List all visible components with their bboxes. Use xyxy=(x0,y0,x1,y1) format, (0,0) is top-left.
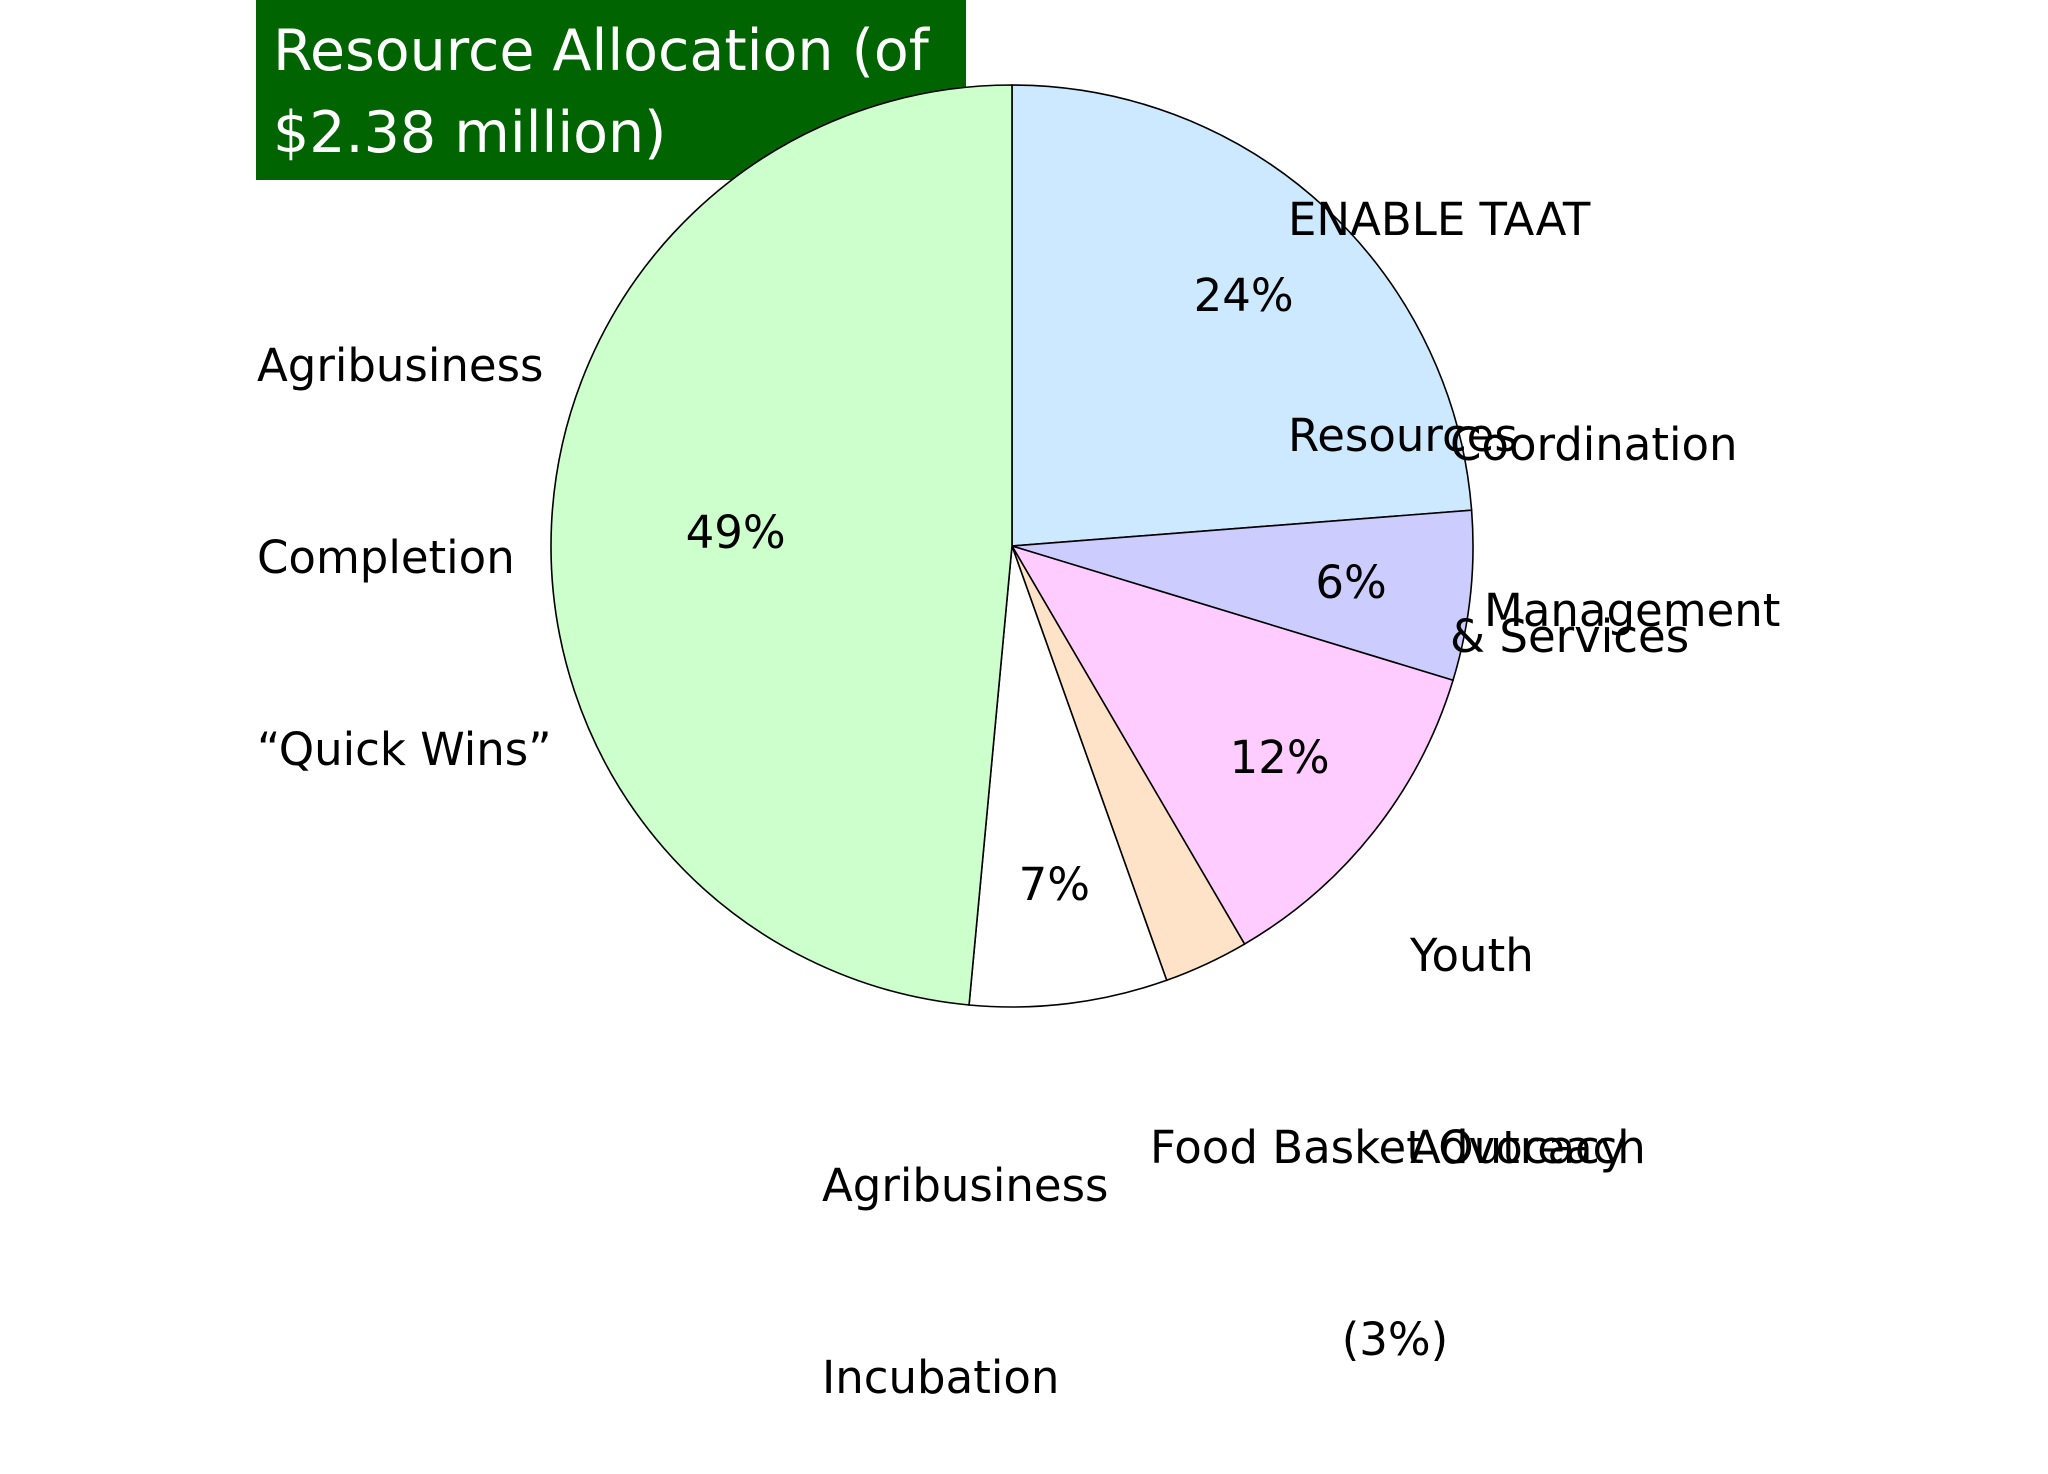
chart-title-line-2: $2.38 million) xyxy=(273,100,667,166)
slice-value-label-coordination: 24% xyxy=(1193,268,1294,322)
incubation-label-line-2: Incubation xyxy=(822,1351,1060,1404)
pie-slice-youth-advocacy xyxy=(1010,544,1455,946)
completion-label-line-3: “Quick Wins” xyxy=(257,723,552,776)
category-label-coordination: Coordination & Services xyxy=(1450,285,1738,733)
food-basket-label-line-2: (3%) xyxy=(1341,1313,1449,1366)
pie-slice-agribusiness-completion xyxy=(550,84,1013,1006)
slice-value-label-management: 6% xyxy=(1315,556,1387,610)
enable-label-line-2: Resources xyxy=(1288,409,1518,462)
pie-chart xyxy=(550,84,1474,1008)
incubation-label-line-1: Agribusiness xyxy=(822,1159,1109,1212)
coordination-label-line-2: & Services xyxy=(1450,610,1690,663)
category-label-enable-taat: ENABLE TAAT Resources xyxy=(1288,40,1590,544)
youth-label-line-1: Youth xyxy=(1410,929,1534,982)
enable-label-line-1: ENABLE TAAT xyxy=(1288,193,1591,246)
coordination-label-line-1: Coordination xyxy=(1450,418,1738,471)
completion-label-line-1: Agribusiness xyxy=(257,339,544,392)
category-label-agribusiness-completion: Agribusiness Completion “Quick Wins” xyxy=(257,206,552,846)
completion-label-line-2: Completion xyxy=(257,531,515,584)
slice-value-label-completion: 49% xyxy=(685,506,786,560)
category-label-food-basket: Food Basket Outreach (3%) xyxy=(1150,988,1646,1436)
category-label-agribusiness-incubation: Agribusiness Incubation xyxy=(822,1026,1108,1474)
pie-slice-agribusiness-incubation xyxy=(968,545,1168,1008)
pie-slice-coordination xyxy=(1011,84,1473,547)
chart-title: Resource Allocation (of $2.38 million) xyxy=(256,0,966,180)
food-basket-label-line-1: Food Basket Outreach xyxy=(1150,1121,1646,1174)
category-label-management: Management xyxy=(1484,584,1781,637)
pie-slice-management xyxy=(1011,509,1474,682)
slice-value-label-youth: 12% xyxy=(1229,730,1330,784)
chart-title-line-1: Resource Allocation (of xyxy=(273,18,929,84)
slice-value-label-incubation: 7% xyxy=(1018,857,1091,911)
